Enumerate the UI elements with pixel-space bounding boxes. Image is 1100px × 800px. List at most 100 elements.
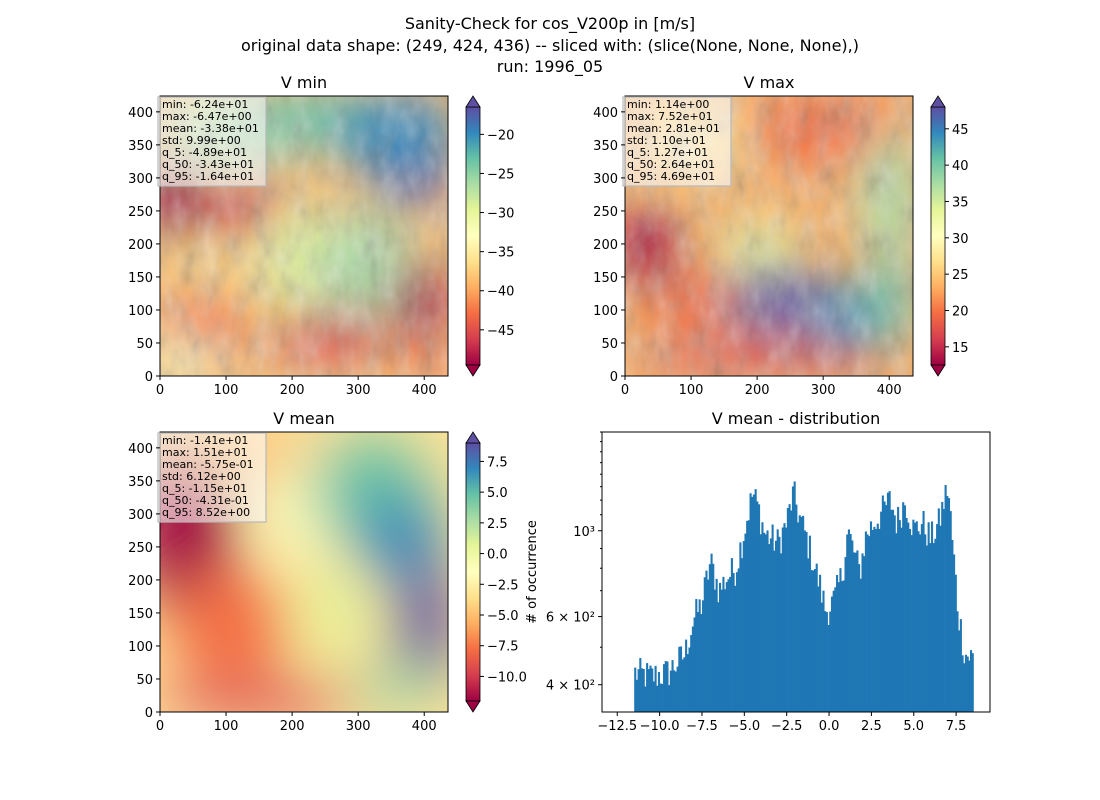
histogram-bar: [691, 626, 694, 712]
histogram-xtick-label: −5.0: [729, 719, 761, 734]
histogram-bar: [800, 516, 803, 712]
vmean-stat-line: q_50: -4.31e-01: [162, 494, 249, 507]
histogram-bar: [820, 602, 823, 712]
histogram-bar: [968, 660, 971, 712]
histogram-bar: [715, 578, 718, 712]
histogram-bar: [854, 552, 857, 712]
vmax-stat-line: q_95: 4.69e+01: [627, 170, 715, 183]
histogram-bar: [910, 535, 913, 712]
histogram-bar: [956, 611, 959, 712]
histogram-bar: [705, 570, 708, 712]
histogram-bar: [827, 624, 830, 712]
histogram-bar: [891, 509, 895, 712]
histogram-bar: [924, 534, 927, 712]
histogram-bar: [749, 493, 752, 712]
histogram-bar: [649, 665, 652, 712]
vmin-xtick-label: 200: [280, 383, 305, 398]
histogram-bar: [771, 524, 774, 712]
histogram-bar: [970, 650, 973, 712]
histogram-xtick-label: 5.0: [903, 719, 924, 734]
vmax-title: V max: [744, 73, 795, 92]
histogram-bar: [791, 486, 795, 712]
histogram-bar: [912, 519, 915, 712]
histogram-bar: [637, 669, 640, 712]
histogram-bar: [951, 539, 954, 712]
histogram-bar: [807, 558, 810, 712]
histogram-bars: [634, 481, 974, 712]
histogram-xtick-label: −2.5: [771, 719, 803, 734]
histogram-bar: [907, 522, 910, 712]
vmax-xtick-label: 200: [745, 383, 770, 398]
histogram-bar: [793, 481, 796, 712]
histogram-bar: [685, 639, 688, 712]
histogram-bar: [671, 660, 674, 712]
histogram-bar: [964, 654, 968, 712]
vmax-xtick-label: 100: [679, 383, 704, 398]
histogram-bar: [661, 683, 664, 712]
figure-title-line-1: Sanity-Check for cos_V200p in [m/s]: [405, 14, 695, 34]
histogram-bar: [830, 596, 834, 712]
histogram-bar: [654, 665, 657, 712]
vmax-ytick-label: 200: [593, 238, 618, 253]
histogram-bar: [746, 520, 749, 712]
histogram-bar: [652, 681, 655, 712]
histogram-ytick-label: 10³: [573, 525, 595, 540]
vmin-stat-line: max: -6.47e+00: [162, 110, 252, 123]
histogram-bar: [695, 599, 698, 712]
figure-title-line-3: run: 1996_05: [497, 57, 603, 77]
histogram-bar: [768, 544, 771, 712]
histogram-bar: [920, 524, 923, 712]
vmean-colorbar-tick-label: −2.5: [487, 578, 519, 593]
histogram-bar: [756, 501, 759, 712]
histogram-bar: [893, 515, 896, 712]
histogram-bar: [885, 505, 888, 712]
vmin-ytick-label: 100: [128, 304, 153, 319]
histogram-bar: [766, 530, 769, 712]
vmean-colorbar: [465, 431, 481, 713]
histogram-xtick-label: −12.5: [597, 719, 637, 734]
histogram-bar: [702, 600, 705, 712]
vmean-axes-frame: [159, 431, 449, 713]
vmean-colorbar-tick-label: 5.0: [487, 486, 508, 501]
histogram-bar: [875, 529, 878, 712]
vmean-title: V mean: [273, 409, 334, 428]
vmean-ytick-label: 400: [128, 442, 153, 457]
histogram-bar: [774, 540, 778, 712]
histogram-bar: [808, 535, 811, 712]
histogram-bar: [713, 589, 717, 712]
histogram-bar: [895, 533, 898, 712]
figure-title-line-2: original data shape: (249, 424, 436) -- …: [241, 36, 859, 55]
vmin-colorbar: [465, 95, 481, 377]
histogram-bar: [683, 657, 686, 712]
vmax-stat-line: max: 7.52e+01: [627, 110, 713, 123]
histogram-bar: [917, 531, 920, 712]
histogram-bar: [737, 568, 740, 712]
histogram-bar: [858, 564, 861, 712]
histogram-bar: [915, 521, 918, 712]
histogram-bar: [754, 489, 757, 712]
histogram-bar: [890, 509, 893, 712]
histogram-bar: [802, 515, 805, 712]
histogram-bar: [822, 590, 825, 712]
histogram-bar: [724, 589, 727, 712]
histogram-bar: [759, 534, 762, 712]
histogram-bar: [718, 582, 722, 712]
vmax-colorbar-tick-label: 25: [952, 268, 969, 283]
histogram-bar: [690, 635, 693, 712]
vmax-ytick-label: 100: [593, 304, 618, 319]
histogram-bar: [797, 522, 800, 712]
vmax-ytick-label: 250: [593, 205, 618, 220]
axis-ticks: 0 100 200 300 400050100150200250300350400−45…: [128, 106, 968, 734]
histogram-bar: [864, 531, 867, 712]
histogram-bar: [764, 534, 767, 712]
vmin-stat-line: min: -6.24e+01: [162, 98, 248, 111]
histogram-bar: [936, 524, 939, 712]
histogram-bar: [790, 510, 793, 712]
vmin-ytick-label: 200: [128, 238, 153, 253]
histogram-bar: [817, 586, 820, 712]
vmax-stat-line: q_5: 1.27e+01: [627, 146, 708, 159]
histogram-bar: [674, 671, 677, 712]
